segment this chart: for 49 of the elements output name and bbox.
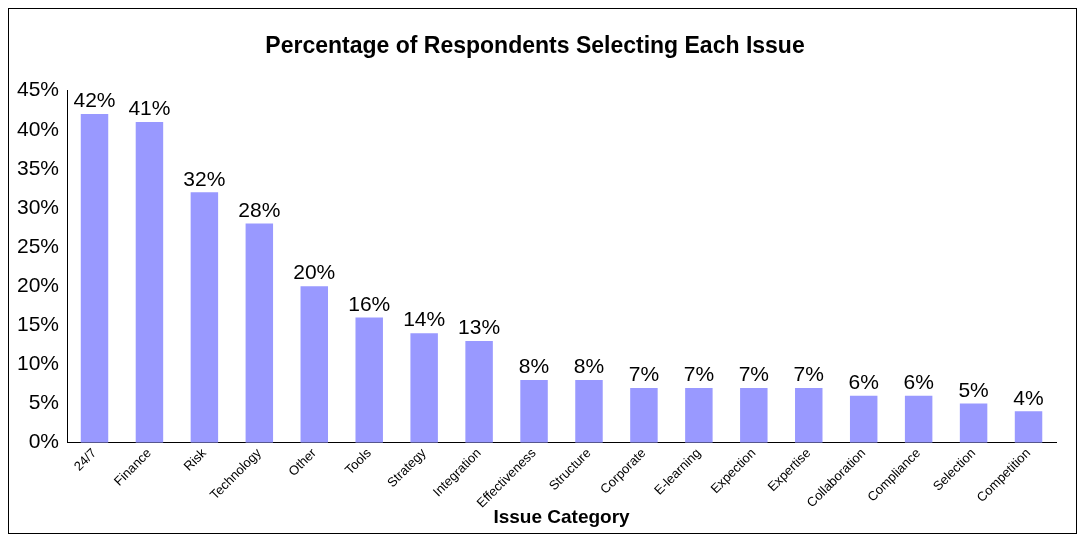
bar <box>465 340 493 443</box>
y-tick-label: 30% <box>17 194 60 218</box>
bar <box>630 387 658 443</box>
bar <box>410 333 438 443</box>
bar <box>300 286 329 443</box>
data-label: 32% <box>183 166 226 190</box>
bar <box>135 121 164 443</box>
data-label: 6% <box>848 370 879 394</box>
bar <box>355 317 383 443</box>
y-tick-label: 20% <box>17 272 60 296</box>
data-label: 7% <box>628 362 660 386</box>
data-label: 4% <box>1013 385 1044 409</box>
chart-title: Percentage of Respondents Selecting Each Issue <box>265 32 805 59</box>
data-label: 28% <box>238 197 281 221</box>
bar <box>245 223 274 443</box>
bar <box>959 403 988 443</box>
data-label: 14% <box>403 307 446 331</box>
y-tick-label: 45% <box>17 77 60 101</box>
bar <box>904 395 933 443</box>
y-tick-label: 40% <box>17 116 60 140</box>
x-axis-title: Issue Category <box>493 505 631 527</box>
data-label: 13% <box>458 315 501 339</box>
y-tick-label: 10% <box>17 351 60 375</box>
data-label: 41% <box>128 96 171 120</box>
data-label: 5% <box>958 377 989 401</box>
bar <box>740 387 768 443</box>
data-label: 8% <box>573 354 605 378</box>
bar <box>520 380 548 443</box>
y-tick-label: 0% <box>28 429 60 453</box>
data-label: 42% <box>73 88 116 112</box>
data-label: 7% <box>793 362 824 386</box>
bar <box>795 387 823 443</box>
data-label: 8% <box>518 354 550 378</box>
x-tick-label: Risk <box>180 444 210 474</box>
y-tick-label: 25% <box>17 233 60 257</box>
y-tick-label: 15% <box>17 312 60 336</box>
data-label: 20% <box>293 260 336 284</box>
data-label: 7% <box>738 362 769 386</box>
bar <box>685 387 713 443</box>
bar <box>80 114 109 443</box>
y-tick-label: 35% <box>17 155 60 179</box>
data-label: 7% <box>683 362 715 386</box>
bar <box>1014 411 1043 443</box>
bar <box>190 192 219 443</box>
y-tick-label: 5% <box>28 390 60 414</box>
data-label: 6% <box>903 370 934 394</box>
data-label: 16% <box>348 291 391 315</box>
bar <box>849 395 878 443</box>
bar <box>575 380 603 443</box>
